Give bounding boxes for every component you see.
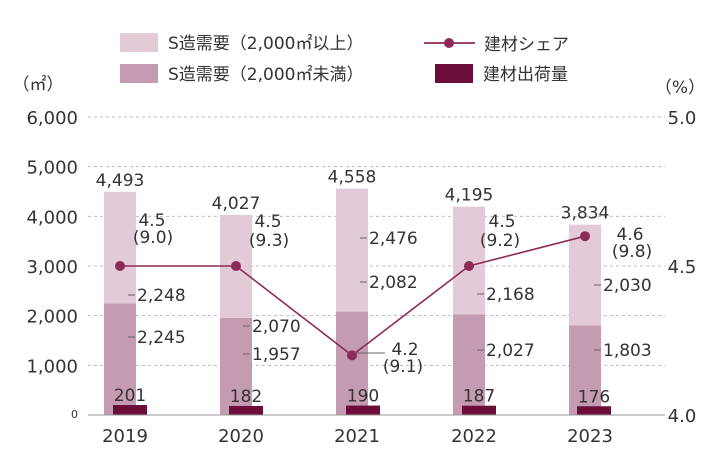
- bar-upper-2021: [336, 188, 368, 312]
- right-tick-label: 4.5: [668, 257, 697, 278]
- legend-lower-label: S造需要（2,000㎡未満）: [168, 65, 363, 85]
- share-label-2021: 4.2: [391, 340, 418, 360]
- bar-lower-2022: [453, 314, 485, 415]
- lower-label-2020: 1,957: [252, 345, 301, 365]
- lower-label-2022: 2,027: [486, 341, 535, 361]
- share-point-2022: [464, 261, 474, 271]
- share-label-2019: 4.5: [138, 211, 165, 231]
- share-label-2022: 4.5: [488, 212, 515, 232]
- bars: [104, 188, 611, 415]
- legend-shipment-swatch: [435, 64, 473, 83]
- shipment-label-2023: 176: [578, 387, 610, 407]
- shipment-label-2020: 182: [230, 387, 262, 407]
- lower-label-2019: 2,245: [137, 328, 186, 348]
- left-tick-label: 2,000: [26, 307, 78, 328]
- bar-upper-2022: [453, 206, 485, 315]
- bar-shipment-2022: [462, 405, 496, 415]
- lower-label-2023: 1,803: [603, 341, 652, 361]
- bar-shipment-2019: [113, 405, 147, 415]
- bar-shipment-2021: [346, 405, 380, 415]
- upper-label-2020: 2,070: [252, 317, 301, 337]
- share-point-2023: [580, 231, 590, 242]
- upper-label-2019: 2,248: [137, 286, 186, 306]
- bar-upper-2019: [104, 191, 136, 304]
- bar-shipment-2020: [229, 405, 263, 415]
- share-sublabel-2020: (9.3): [249, 231, 289, 251]
- share-sublabel-2019: (9.0): [133, 228, 173, 248]
- lower-label-2021: 2,082: [369, 273, 418, 293]
- x-tick-label: 2022: [451, 426, 497, 447]
- share-sublabel-2023: (9.8): [612, 242, 652, 262]
- legend-upper-swatch: [120, 33, 158, 52]
- share-point-2020: [231, 261, 241, 271]
- legend-share-label: 建材シェア: [484, 35, 569, 55]
- left-tick-label: 5,000: [26, 158, 78, 179]
- bar-lower-2019: [104, 303, 136, 415]
- x-tick-label: 2019: [102, 426, 148, 447]
- legend-shipment-label: 建材出荷量: [483, 65, 568, 85]
- legend-share-marker: [444, 38, 454, 48]
- x-tick-label: 2021: [334, 426, 380, 447]
- left-tick-label: 3,000: [26, 257, 78, 278]
- right-axis-unit: （%）: [655, 78, 705, 98]
- left-tick-label: 6,000: [26, 108, 78, 129]
- share-sublabel-2021: (9.1): [383, 357, 423, 377]
- total-label-2021: 4,558: [328, 168, 377, 188]
- share-point-2019: [115, 261, 125, 271]
- bar-shipment-2023: [577, 406, 611, 415]
- left-tick-label: 4,000: [26, 207, 78, 228]
- total-label-2022: 4,195: [445, 186, 494, 206]
- right-tick-label: 4.0: [668, 406, 697, 427]
- total-label-2023: 3,834: [561, 204, 610, 224]
- bar-lower-2021: [336, 311, 368, 415]
- share-line: [115, 231, 590, 361]
- shipment-label-2021: 190: [347, 387, 379, 407]
- total-label-2020: 4,027: [212, 194, 261, 214]
- share-label-2023: 4.6: [616, 225, 643, 245]
- share-label-2020: 4.5: [254, 212, 281, 232]
- left-tick-label: 0: [71, 408, 78, 421]
- right-tick-label: 5.0: [668, 108, 697, 129]
- bar-lower-2020: [220, 317, 252, 415]
- bar-lower-2023: [569, 325, 601, 415]
- shipment-label-2019: 201: [114, 386, 146, 406]
- share-point-2021: [347, 350, 357, 361]
- share-sublabel-2022: (9.2): [480, 231, 520, 251]
- total-label-2019: 4,493: [96, 171, 145, 191]
- upper-label-2021: 2,476: [369, 229, 418, 249]
- legend-upper-label: S造需要（2,000㎡以上）: [168, 34, 363, 54]
- axes: 0 1,000 2,000 3,000 4,000 5,000 6,000 4.0 4.5 5.0…: [13, 75, 706, 447]
- upper-label-2022: 2,168: [486, 285, 535, 305]
- legend-lower-swatch: [120, 64, 158, 83]
- left-tick-label: 1,000: [26, 356, 78, 377]
- upper-label-2023: 2,030: [603, 276, 652, 296]
- shipment-label-2022: 187: [463, 387, 495, 407]
- data-labels: 4,493 201 4,027 182 4,558 190 4,195 187 3,834 176…: [96, 168, 652, 408]
- x-tick-label: 2020: [218, 426, 264, 447]
- x-tick-label: 2023: [567, 426, 613, 447]
- bar-upper-2023: [569, 224, 601, 326]
- left-axis-unit: （㎡）: [13, 75, 64, 95]
